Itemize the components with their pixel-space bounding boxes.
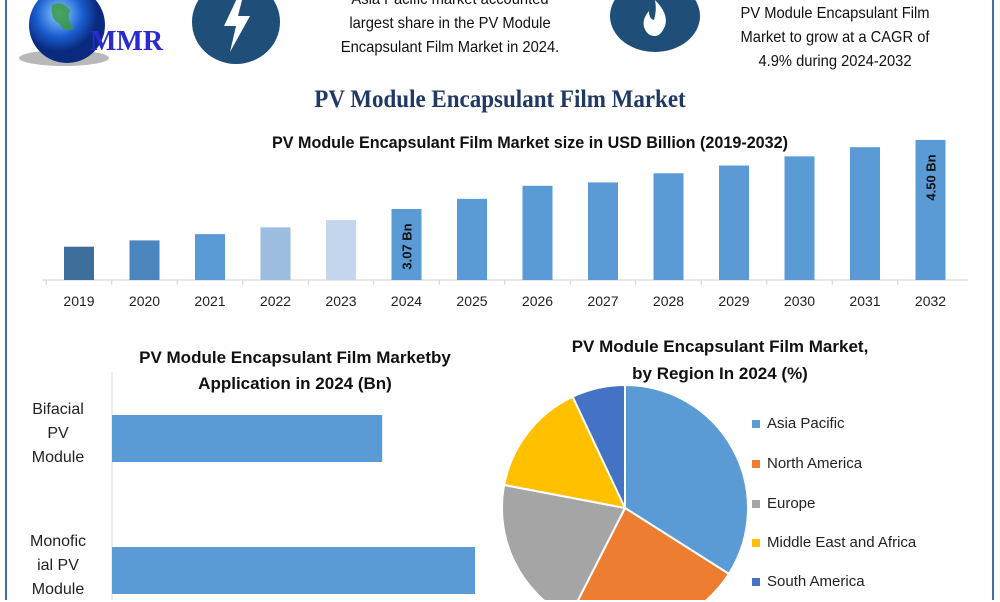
x-tick-label-2028: 2028	[652, 293, 685, 309]
region-chart-title: PV Module Encapsulant Film Market, by Re…	[571, 337, 869, 383]
pie-slice-europe	[501, 483, 627, 600]
application-bar-chart	[111, 372, 475, 600]
lightning-icon	[192, 0, 280, 64]
legend-label: Asia Pacific	[767, 415, 845, 432]
bar-application-1	[112, 547, 475, 594]
logo: MMR	[12, 0, 182, 70]
bar-2020	[129, 240, 160, 280]
bar-2022	[260, 227, 291, 280]
x-tick-label-2030: 2030	[783, 293, 816, 309]
page-title: PV Module Encapsulant Film Market	[314, 86, 686, 113]
bar-2023	[326, 220, 356, 280]
x-tick-label-2026: 2026	[521, 293, 554, 309]
category-label-line: Bifacial	[32, 401, 84, 418]
bar-2032	[915, 139, 946, 280]
bar-2019	[64, 246, 94, 280]
region-pie-chart	[501, 383, 749, 600]
legend-item-4: South America	[752, 573, 865, 590]
header-left-text: Asia Pacific market accounted largest sh…	[340, 0, 560, 56]
frame-right	[992, 0, 994, 600]
pie-slice-middle-east-and-africa	[503, 395, 627, 510]
data-label-2032: 4.50 Bn	[923, 154, 938, 201]
category-label-line: ial PV	[37, 557, 79, 574]
legend-label: North America	[767, 455, 863, 472]
x-tick-label-2021: 2021	[194, 293, 226, 309]
header-right-text: PV Module Encapsulant Film Market to gro…	[740, 5, 930, 70]
x-tick-label-2022: 2022	[259, 293, 292, 309]
bar-2027	[588, 182, 618, 280]
category-label-line: Module	[31, 449, 85, 466]
logo-text: MMR	[90, 26, 164, 57]
x-tick-label-2024: 2024	[390, 293, 423, 309]
legend-item-1: North America	[752, 455, 862, 472]
category-label-line: Monofic	[29, 533, 87, 550]
x-tick-label-2020: 2020	[128, 293, 161, 309]
bar-2026	[522, 185, 553, 280]
legend-swatch	[752, 500, 760, 509]
bar-2021	[195, 234, 225, 280]
pie-slice-south-america	[571, 383, 626, 509]
x-tick-label-2031: 2031	[849, 293, 881, 309]
market-size-bar-chart	[42, 139, 968, 285]
x-tick-label-2019: 2019	[63, 293, 95, 309]
legend-item-2: Europe	[752, 495, 815, 512]
globe-icon	[19, 0, 109, 66]
pie-slice-north-america	[577, 506, 731, 600]
category-label-line: Module	[31, 581, 85, 598]
legend-item-3: Middle East and Africa	[752, 534, 916, 551]
legend-swatch	[752, 460, 760, 469]
legend-label: South America	[767, 573, 865, 590]
legend-swatch	[752, 578, 760, 587]
category-label-line: PV	[47, 425, 69, 442]
bar-2029	[719, 165, 749, 280]
bar-2030	[784, 156, 815, 280]
bar-2031	[850, 147, 880, 280]
bar-2025	[457, 198, 487, 280]
legend-item-0: Asia Pacific	[752, 415, 845, 432]
data-label-2024: 3.07 Bn	[399, 223, 414, 270]
x-tick-label-2027: 2027	[587, 293, 619, 309]
category-label-1: Monofic ial PV Module	[8, 530, 108, 602]
bar-application-0	[112, 415, 383, 462]
bar-2028	[653, 173, 684, 280]
frame-left	[5, 0, 7, 600]
category-label-0: Bifacial PV Module	[8, 398, 108, 470]
flame-icon	[610, 0, 700, 52]
x-tick-label-2025: 2025	[456, 293, 488, 309]
legend-swatch	[752, 420, 760, 429]
x-tick-label-2032: 2032	[914, 293, 947, 309]
bar-chart-title: PV Module Encapsulant Film Market size i…	[271, 133, 789, 152]
x-tick-label-2023: 2023	[325, 293, 357, 309]
legend-label: Europe	[767, 495, 816, 512]
bar-2024	[391, 208, 422, 280]
legend-swatch	[752, 539, 760, 548]
application-chart-title: PV Module Encapsulant Film Marketby Appl…	[139, 348, 451, 393]
x-tick-label-2029: 2029	[718, 293, 750, 309]
legend-label: Middle East and Africa	[767, 534, 917, 551]
